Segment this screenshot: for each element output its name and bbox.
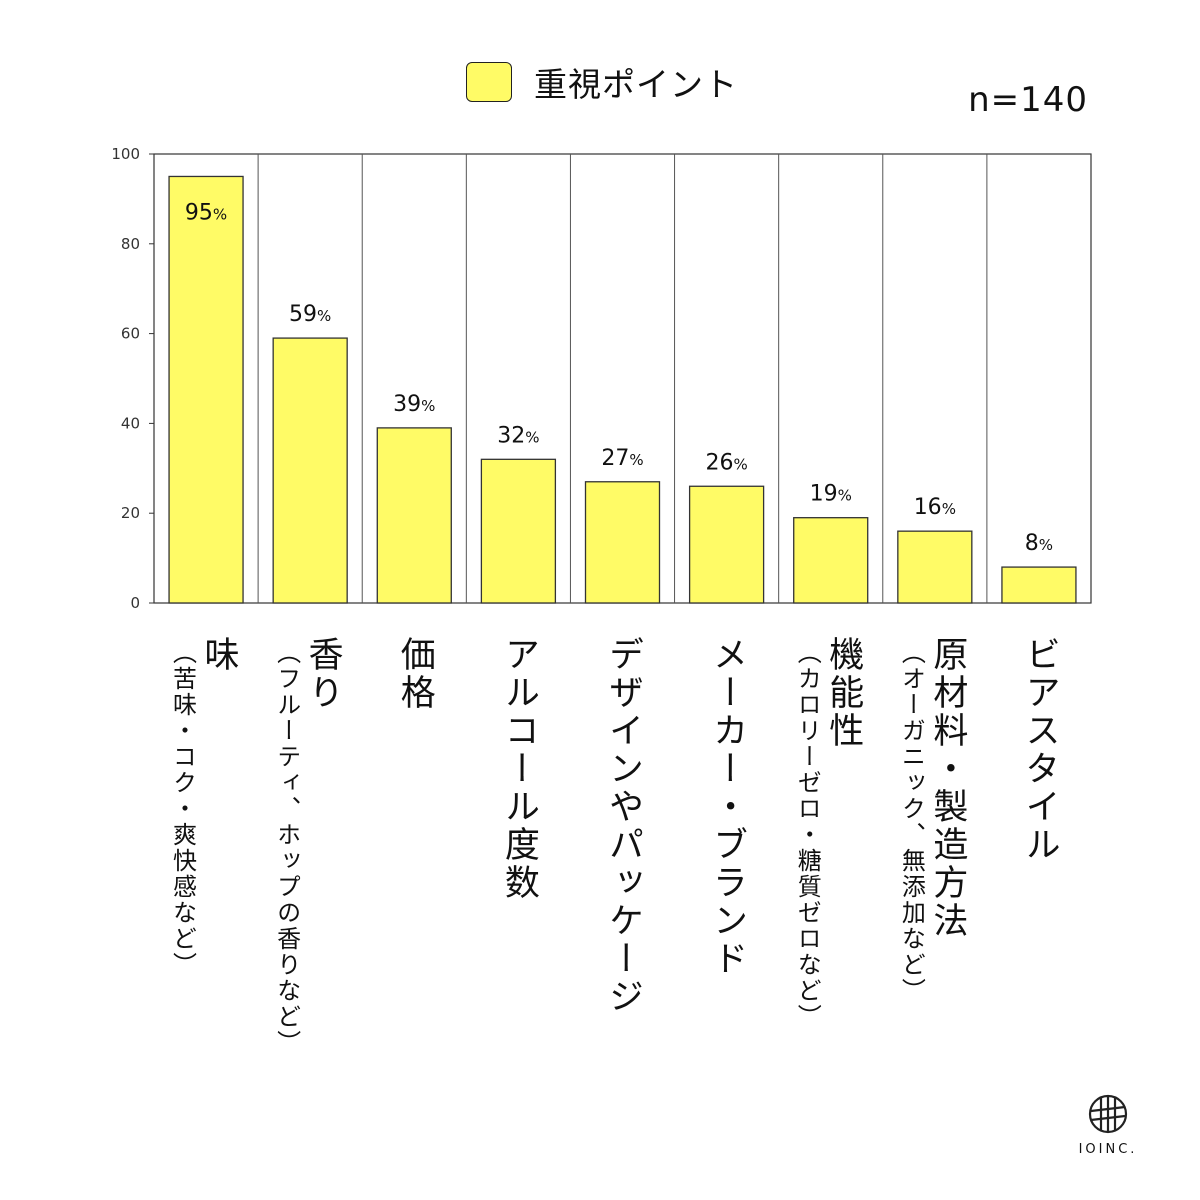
category-name: 価格 [394,636,435,712]
bar [584,481,661,604]
category-note: （苦味・コク・爽快感など） [168,640,197,978]
category-label: デザインやパッケージ [603,636,643,1016]
sample-size: n=140 [968,80,1088,120]
y-tick-label: 20 [121,504,140,522]
category-name: ビアスタイル [1019,636,1060,864]
legend-swatch [466,62,512,102]
hatch-circle-logo-icon [1088,1094,1128,1134]
y-tick-label: 100 [111,145,140,163]
category-label: 価格 [394,636,435,712]
bar-value-label: 27% [601,446,643,471]
category-label: 味（苦味・コク・爽快感など） [168,636,239,978]
category-label: 機能性 （カロリーゼロ・糖質ゼロなど） [793,636,864,1030]
category-note: （フルーティ、ホップの香りなど） [272,640,301,1056]
category-name: 機能性 [823,636,864,750]
bar-value-label: 8% [1025,531,1053,556]
bar-value-label: 39% [393,392,435,417]
category-name: 原材料・製造方法 [927,636,968,940]
category-label: 香り （フルーティ、ホップの香りなど） [272,636,343,1056]
bar-value-label: 19% [810,482,852,507]
bar-value-label: 26% [705,450,747,475]
bar [793,517,869,604]
category-name: デザインやパッケージ [603,636,643,1016]
legend: 重視ポイント [466,58,738,106]
bar-value-label: 16% [914,495,956,520]
legend-label: 重視ポイント [534,65,738,104]
category-name: 味 [198,636,239,674]
category-label: アルコール度数 [498,636,539,902]
bar [376,427,452,604]
bar [272,337,348,604]
bar-value-label: 32% [497,423,539,448]
y-tick-label: 80 [121,235,140,253]
bar-value-label: 95% [185,200,227,225]
y-tick-label: 0 [130,594,140,612]
brand-logo: IOINC. [1078,1094,1138,1157]
category-label: メーカー・ブランド [707,636,748,978]
y-tick-label: 60 [121,325,140,343]
category-name: メーカー・ブランド [707,636,748,978]
bar [168,175,244,604]
category-note: （オーガニック、無添加など） [897,640,926,1004]
category-name: アルコール度数 [498,636,539,902]
bar-chart: 0 20 40 60 80 100 95% 59% 39% 32% 27% 26% 19% 16% 8% [111,145,1092,612]
bar [480,458,557,604]
bar [897,530,973,604]
category-note: （カロリーゼロ・糖質ゼロなど） [793,640,822,1030]
y-tick-label: 40 [121,414,140,432]
category-name: 香り [302,636,343,712]
bar [688,485,765,604]
category-label: ビアスタイル [1019,636,1060,864]
bar [1001,566,1077,604]
bar-value-label: 59% [289,302,331,327]
category-label: 原材料・製造方法 （オーガニック、無添加など） [897,636,968,1004]
brand-name: IOINC. [1078,1142,1138,1157]
